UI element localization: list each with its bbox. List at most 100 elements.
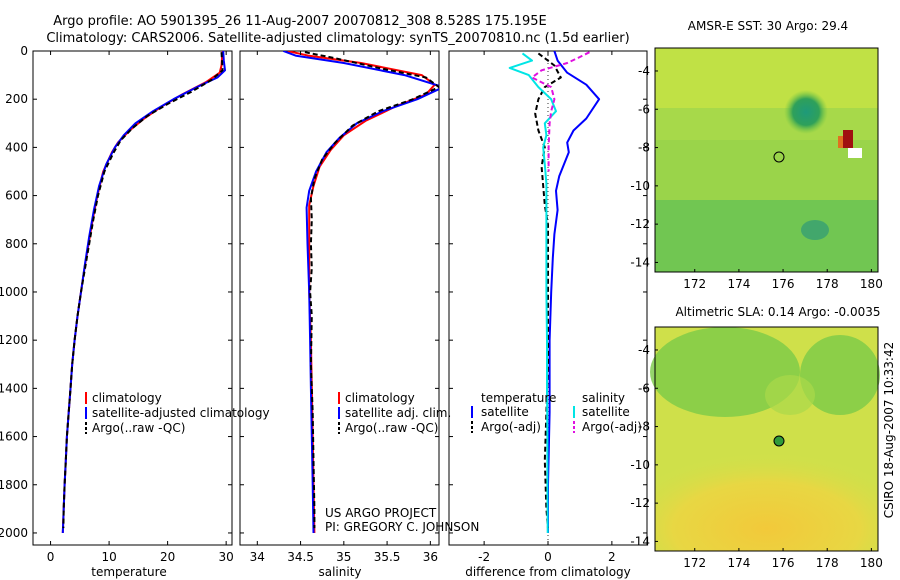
- map-y-tick-label: -10: [630, 458, 650, 472]
- salinity-axis-label: salinity: [318, 565, 361, 579]
- map-axes: 172 174 176 178 180 -4 -6 -8 -10 -12 -14 172 174 176 1…: [630, 64, 882, 570]
- sla-map-frame: [654, 326, 879, 552]
- sst-mid-band: [655, 140, 878, 200]
- argo-location-marker: [773, 435, 785, 447]
- legend-label-sal-satellite: satellite: [582, 405, 630, 419]
- legend-label-climatology: climatology: [92, 391, 162, 405]
- temperature-axis-label: temperature: [91, 565, 166, 579]
- legend-label-sal-argo: Argo(-adj): [582, 420, 642, 434]
- x-tick-label: 35: [336, 550, 351, 564]
- legend-label-temp-satellite: satellite: [481, 405, 529, 419]
- x-tick-label: 35.5: [374, 550, 401, 564]
- series-line-salinity-satellite: [508, 52, 557, 534]
- pi-credit: PI: GREGORY C. JOHNSON: [325, 520, 479, 534]
- map-x-tick-label: 180: [860, 556, 883, 570]
- legend-header-temperature: temperature: [481, 391, 556, 405]
- y-tick-label: 200: [5, 92, 28, 106]
- map-y-tick-label: -12: [630, 217, 650, 231]
- y-tick-label: 600: [5, 189, 28, 203]
- y-tick-label: 400: [5, 140, 28, 154]
- sst-map-title: AMSR-E SST: 30 Argo: 29.4: [688, 19, 848, 33]
- series-line-argo-raw-qc: [62, 52, 224, 529]
- x-tick-label: 0: [544, 550, 552, 564]
- map-x-tick-label: 172: [683, 277, 706, 291]
- sst-warm-band: [655, 48, 878, 108]
- x-tick-label: 0: [47, 550, 55, 564]
- x-tick-label: -2: [478, 550, 490, 564]
- map-y-tick-label: -8: [638, 420, 650, 434]
- map-y-tick-label: -14: [630, 534, 650, 548]
- sst-hot-pixel-edge: [838, 136, 843, 148]
- timestamp-stamp: CSIRO 18-Aug-2007 10:33:42: [882, 342, 896, 518]
- series-line-argo-raw-qc: [304, 51, 439, 529]
- salinity-panel: [239, 50, 440, 546]
- salinity-curves: [282, 51, 439, 534]
- sla-high-center: [765, 375, 815, 415]
- x-tick-label: 34: [250, 550, 265, 564]
- map-x-tick-label: 176: [772, 277, 795, 291]
- sla-low-south: [655, 440, 878, 551]
- sst-hot-pixel: [843, 130, 853, 148]
- salinity-legend: climatology satellite adj. clim. Argo(..…: [338, 391, 451, 435]
- legend-label-temp-argo: Argo(-adj): [481, 420, 541, 434]
- legend-label-climatology: climatology: [345, 391, 415, 405]
- x-tick-label: 20: [160, 550, 175, 564]
- legend-label-satellite: satellite-adjusted climatology: [92, 406, 270, 420]
- map-x-tick-label: 180: [860, 277, 883, 291]
- difference-axis-label: difference from climatology: [465, 565, 631, 579]
- sst-map-frame: [654, 47, 879, 273]
- figure-title-line2: Climatology: CARS2006. Satellite-adjuste…: [46, 31, 629, 46]
- x-tick-label: 36: [423, 550, 438, 564]
- map-y-tick-label: -12: [630, 496, 650, 510]
- sst-missing-data: [848, 148, 862, 158]
- map-x-tick-label: 178: [816, 277, 839, 291]
- temperature-legend: climatology satellite-adjusted climatolo…: [85, 391, 270, 435]
- series-line-temperature-argo-adj: [534, 52, 562, 529]
- sla-high-north: [650, 327, 800, 417]
- map-y-tick-label: -14: [630, 255, 650, 269]
- map-y-tick-label: -4: [638, 343, 650, 357]
- series-line-temperature-satellite: [547, 51, 601, 533]
- sst-cool-patch: [801, 220, 829, 240]
- legend-label-argo: Argo(..raw -QC): [92, 421, 185, 435]
- map-x-tick-label: 176: [772, 556, 795, 570]
- legend-label-satellite: satellite adj. clim.: [345, 406, 451, 420]
- map-y-tick-label: -8: [638, 141, 650, 155]
- y-tick-label: 1600: [0, 430, 28, 444]
- y-tick-label: 1200: [0, 333, 28, 347]
- x-tick-label: 30: [219, 550, 234, 564]
- legend-header-salinity: salinity: [582, 391, 625, 405]
- y-tick-label: 1800: [0, 478, 28, 492]
- sst-map: [654, 47, 879, 273]
- series-line-salinity-argo-adj: [531, 51, 590, 172]
- x-tick-label: 34.5: [287, 550, 314, 564]
- y-tick-label: 2000: [0, 526, 28, 540]
- difference-legend: temperature satellite Argo(-adj) salinit…: [471, 391, 642, 434]
- x-tick-label: 2: [608, 550, 616, 564]
- map-x-tick-label: 172: [683, 556, 706, 570]
- map-y-tick-label: -6: [638, 381, 650, 395]
- figure-title-line1: Argo profile: AO 5901395_26 11-Aug-2007 …: [53, 14, 546, 29]
- sla-map-title: Altimetric SLA: 0.14 Argo: -0.0035: [675, 305, 880, 319]
- map-y-tick-label: -4: [638, 64, 650, 78]
- map-x-tick-label: 178: [816, 556, 839, 570]
- difference-curves: [508, 51, 601, 534]
- map-x-tick-label: 174: [727, 556, 750, 570]
- y-tick-label: 800: [5, 237, 28, 251]
- profile-axes: 0 10 20 30020040060080010001200140016001800…: [0, 44, 647, 564]
- legend-label-argo: Argo(..raw -QC): [345, 421, 438, 435]
- y-tick-label: 0: [20, 44, 28, 58]
- argo-location-marker: [773, 151, 785, 163]
- map-y-tick-label: -10: [630, 179, 650, 193]
- y-tick-label: 1000: [0, 285, 28, 299]
- sst-cool-south: [655, 200, 878, 272]
- sla-high-northeast: [800, 335, 880, 415]
- map-x-tick-label: 174: [727, 277, 750, 291]
- project-credit: US ARGO PROJECT: [325, 506, 437, 520]
- temperature-curves: [61, 51, 226, 534]
- y-tick-label: 1400: [0, 381, 28, 395]
- x-tick-label: 10: [101, 550, 116, 564]
- map-y-tick-label: -6: [638, 102, 650, 116]
- sst-cool-eddy: [784, 90, 828, 134]
